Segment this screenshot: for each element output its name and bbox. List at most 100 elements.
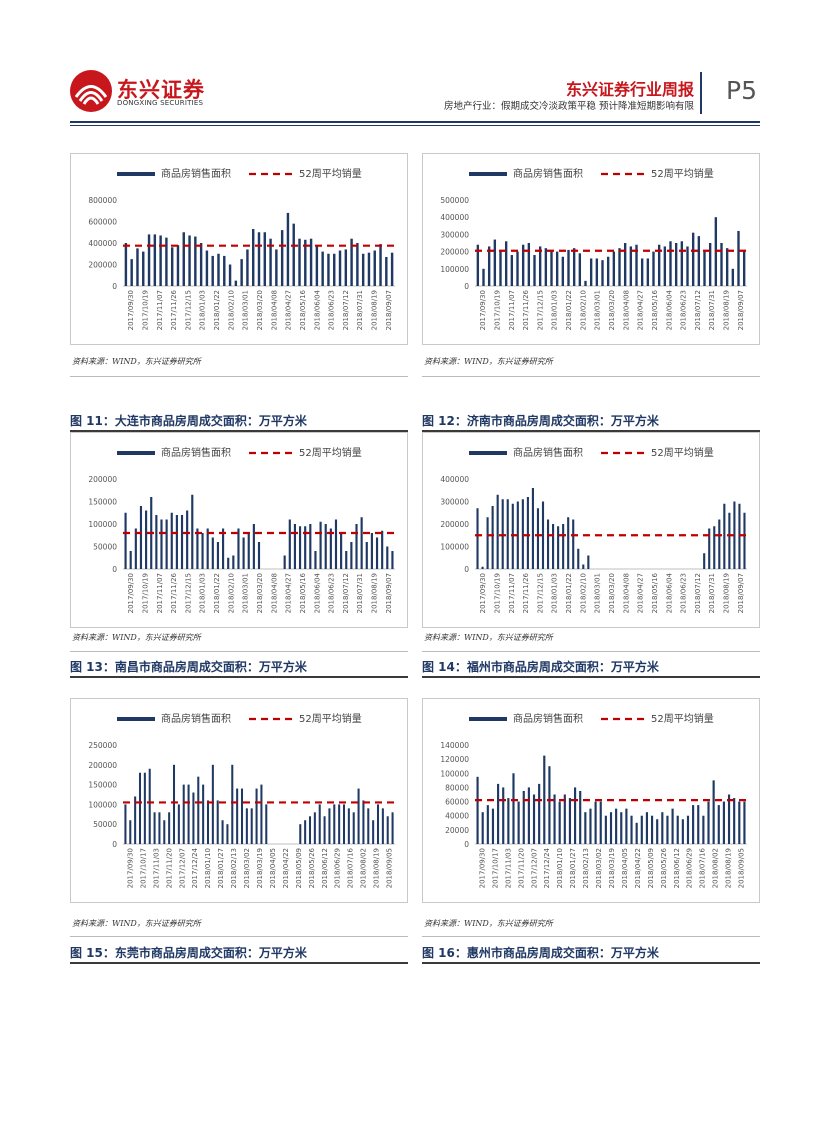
x-tick-label: 2018/04/08 [622, 290, 630, 330]
x-tick-label: 2018/01/03 [199, 290, 207, 330]
x-tick-label: 2018/06/29 [686, 848, 694, 888]
bar [491, 808, 495, 844]
x-tick-label: 2018/03/19 [256, 848, 264, 888]
bar [386, 816, 389, 844]
bar [196, 528, 199, 569]
bar [130, 259, 133, 286]
bar [158, 812, 161, 844]
x-tick-label: 2017/11/03 [152, 848, 160, 888]
x-tick-label: 2017/12/15 [184, 290, 192, 330]
x-tick-label: 2017/09/30 [479, 573, 487, 613]
bar [669, 241, 672, 286]
x-tick-label: 2018/05/16 [299, 572, 307, 613]
x-tick-label: 2017/12/15 [536, 290, 544, 330]
bar [496, 494, 499, 569]
bar [532, 794, 536, 844]
x-tick-label: 2018/07/31 [708, 573, 716, 613]
legend-label-avg: 52周平均销量 [651, 712, 714, 725]
bar [541, 501, 545, 569]
bar [604, 815, 607, 844]
header-separator [700, 72, 702, 114]
bar [510, 255, 514, 286]
bar [347, 808, 350, 844]
bar [516, 251, 519, 286]
x-tick-label: 2017/10/19 [141, 573, 149, 613]
x-tick-label: 2018/07/12 [342, 573, 350, 613]
bar [686, 246, 689, 286]
x-tick-label: 2018/05/16 [651, 572, 659, 613]
bar [589, 258, 593, 286]
y-tick-label: 200000 [440, 248, 469, 257]
legend-label-bar: 商品房销售面积 [513, 446, 583, 459]
bar [656, 819, 659, 844]
x-tick-label: 2018/01/27 [569, 848, 577, 888]
x-tick-label: 2018/04/08 [270, 573, 278, 613]
bar [221, 528, 225, 569]
bar [737, 230, 740, 286]
bar [153, 812, 156, 844]
x-tick-label: 2018/04/22 [282, 848, 290, 888]
bar [240, 259, 243, 286]
x-tick-label: 2018/07/16 [347, 847, 355, 888]
bar [561, 256, 565, 286]
bar [134, 796, 137, 844]
bar [522, 790, 525, 844]
y-tick-label: 500000 [440, 196, 469, 205]
x-tick-label: 2018/05/16 [651, 289, 659, 330]
bar [269, 238, 272, 286]
bar [674, 243, 678, 286]
bar [578, 253, 582, 286]
bar [601, 260, 604, 286]
bar [557, 526, 560, 569]
bar [579, 790, 582, 844]
logo-cn: 东兴证券 [117, 78, 205, 102]
figure-caption: 图 12：济南市商品房周成交面积：万平方米 [422, 414, 659, 428]
bar [743, 512, 746, 569]
x-tick-label: 2018/06/04 [665, 572, 673, 613]
bar [148, 768, 151, 844]
x-tick-label: 2018/05/26 [660, 847, 668, 888]
bar [511, 503, 514, 569]
legend-label-avg: 52周平均销量 [299, 712, 362, 725]
bar [609, 812, 613, 844]
x-tick-label: 2017/11/07 [156, 573, 164, 613]
bar-chart: 商品房销售面积 52周平均销量 0 200000 400000 600000 800000 2… [88, 167, 395, 330]
bar [356, 243, 359, 286]
x-tick-label: 2018/08/19 [723, 573, 731, 613]
x-tick-label: 2018/03/01 [594, 290, 602, 330]
bar [652, 251, 655, 286]
bar [293, 524, 297, 569]
y-tick-label: 140000 [440, 741, 469, 750]
bar [242, 537, 245, 569]
x-tick-label: 2018/02/10 [579, 573, 587, 613]
y-tick-label: 100000 [88, 520, 117, 529]
bar [350, 238, 353, 286]
chart-legend: 商品房销售面积 52周平均销量 [117, 167, 362, 180]
bar [124, 512, 127, 569]
bar [191, 494, 194, 569]
bar [676, 815, 679, 844]
bar [697, 236, 701, 286]
bar [298, 238, 301, 286]
x-tick-label: 2018/09/07 [737, 290, 745, 330]
bar [315, 245, 319, 286]
y-tick-label: 50000 [93, 820, 117, 829]
bar [298, 526, 302, 569]
x-tick-label: 2017/09/30 [479, 290, 487, 330]
bar [304, 239, 307, 286]
bar [708, 528, 711, 569]
x-tick-label: 2018/06/12 [673, 848, 681, 888]
bar [350, 542, 353, 569]
bar [722, 801, 725, 844]
bar [697, 805, 700, 844]
y-tick-label: 300000 [440, 498, 469, 507]
header-rule [70, 121, 760, 123]
bar [657, 244, 661, 286]
y-tick-label: 200000 [88, 261, 117, 270]
chart-source: 资料来源：WIND，东兴证券研究所 [72, 919, 201, 928]
x-tick-label: 2018/07/31 [708, 290, 716, 330]
bar [381, 808, 384, 844]
bar [263, 232, 267, 286]
x-tick-label: 2018/03/20 [256, 573, 264, 613]
bar [533, 255, 536, 286]
